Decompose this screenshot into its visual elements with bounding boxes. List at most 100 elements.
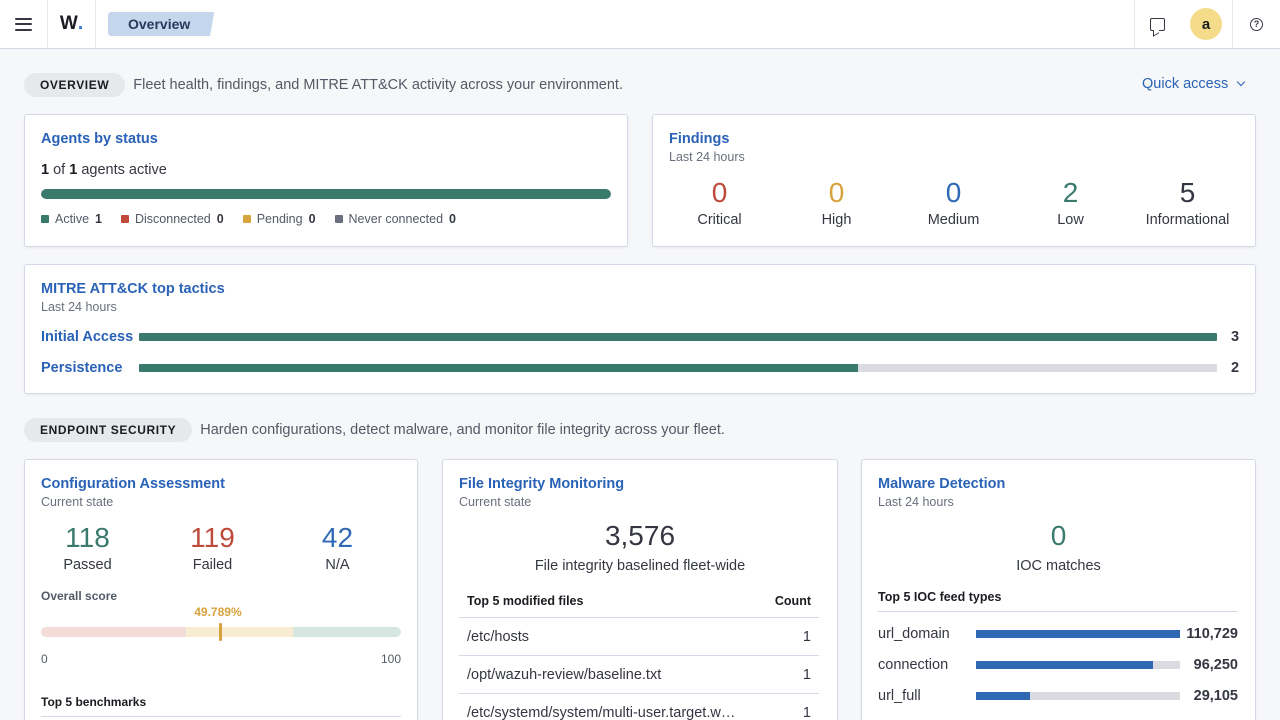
findings-panel: Findings Last 24 hours 0 Critical 0 High 0 Me… <box>652 114 1256 247</box>
ioc-feed-name: url_domain <box>878 626 950 642</box>
mitre-tactic-bar <box>138 333 1218 341</box>
ioc-feed-fill <box>976 692 1030 700</box>
legend-label: Active <box>55 212 90 226</box>
top-benchmarks-label: Top 5 benchmarks <box>41 695 147 709</box>
ioc-feed-fill <box>976 630 1180 638</box>
config-subtitle: Current state <box>41 495 114 509</box>
legend-item[interactable]: Pending 0 <box>242 212 316 226</box>
ioc-feed-name: url_full <box>878 688 921 704</box>
logo[interactable]: W. <box>48 0 96 48</box>
ioc-feed-bar <box>976 692 1180 700</box>
fim-panel: File Integrity Monitoring Current state … <box>442 459 838 720</box>
finding-label: Medium <box>927 212 980 228</box>
logo-letter: W <box>59 13 78 34</box>
legend-item[interactable]: Never connected 0 <box>334 212 456 226</box>
table-body: /etc/hosts 1/opt/wazuh-review/baseline.tx… <box>459 618 819 720</box>
legend-label: Disconnected <box>135 212 211 226</box>
finding-informational[interactable]: 5 Informational <box>1129 176 1246 228</box>
score-axis-min: 0 <box>41 652 48 666</box>
column-header-file: Top 5 modified files <box>467 593 584 608</box>
malware-title[interactable]: Malware Detection <box>878 476 1006 492</box>
ioc-feed-value: 29,105 <box>1193 688 1238 704</box>
finding-high[interactable]: 0 High <box>778 176 895 228</box>
finding-count: 5 <box>1179 177 1196 208</box>
fim-title[interactable]: File Integrity Monitoring <box>459 476 625 492</box>
config-title[interactable]: Configuration Assessment <box>41 476 225 492</box>
finding-medium[interactable]: 0 Medium <box>895 176 1012 228</box>
ioc-feed-row: url_full 29,105 <box>878 687 1238 705</box>
ioc-feed-row: connection 96,250 <box>878 656 1238 674</box>
mitre-subtitle: Last 24 hours <box>41 300 117 314</box>
section-description: Harden configurations, detect malware, a… <box>200 422 725 438</box>
ioc-feed-bar <box>976 630 1180 638</box>
agents-active-count: 1 <box>41 162 50 178</box>
mitre-tactic-link[interactable]: Persistence <box>41 360 123 376</box>
finding-count: 0 <box>711 177 728 208</box>
table-row[interactable]: /opt/wazuh-review/baseline.txt 1 <box>459 656 819 694</box>
section-badge: ENDPOINT SECURITY <box>24 418 193 442</box>
config-stat-passed[interactable]: 118 Passed <box>25 521 150 573</box>
mitre-tactic-fill <box>138 364 858 372</box>
agents-suffix-text: agents active <box>77 162 167 178</box>
config-stat-label: N/A <box>325 557 350 573</box>
overall-score-label: Overall score <box>41 589 118 603</box>
chevron-down-icon <box>1236 77 1246 87</box>
finding-count: 2 <box>1062 177 1079 208</box>
legend-item[interactable]: Disconnected 0 <box>121 212 224 226</box>
modified-files-table: Top 5 modified files Count /etc/hosts 1/o… <box>459 584 819 720</box>
mitre-tactic-row: Initial Access 3 <box>41 328 1239 346</box>
config-stat-na[interactable]: 42 N/A <box>275 521 400 573</box>
fim-total-block: 3,576 File integrity baselined fleet-wid… <box>443 520 837 574</box>
finding-count: 0 <box>828 177 845 208</box>
agents-of-text: of <box>49 162 70 178</box>
config-assessment-panel: Configuration Assessment Current state 1… <box>24 459 418 720</box>
logo-dot: . <box>77 13 84 34</box>
mitre-tactic-fill <box>138 333 1218 341</box>
mitre-tactic-count: 2 <box>1230 360 1240 376</box>
quick-access-button[interactable]: Quick access <box>1142 76 1246 92</box>
config-stat-value: 118 <box>65 522 110 553</box>
fim-total: 3,576 <box>604 520 676 551</box>
overall-score-marker <box>218 623 222 641</box>
overall-score-bar <box>41 627 401 637</box>
help-button[interactable]: ? <box>1232 0 1280 48</box>
file-path: /etc/hosts <box>467 628 530 645</box>
endpoint-section-heading: ENDPOINT SECURITY Harden configurations,… <box>24 418 725 442</box>
file-path: /opt/wazuh-review/baseline.txt <box>467 666 662 683</box>
score-axis-max: 100 <box>381 652 402 666</box>
mitre-tactic-bar <box>138 364 1218 372</box>
overview-section-heading: OVERVIEW Fleet health, findings, and MIT… <box>24 73 623 97</box>
file-count: 1 <box>802 628 811 645</box>
mitre-tactic-link[interactable]: Initial Access <box>41 329 134 345</box>
table-header: Top 5 modified files Count <box>459 584 819 618</box>
table-row[interactable]: /etc/systemd/system/multi-user.target.wa… <box>459 694 819 720</box>
agents-title[interactable]: Agents by status <box>41 131 158 147</box>
finding-critical[interactable]: 0 Critical <box>661 176 778 228</box>
ioc-matches-label: IOC matches <box>1016 558 1101 574</box>
user-menu-button[interactable]: a <box>1180 0 1232 48</box>
feedback-button[interactable] <box>1134 0 1180 48</box>
mitre-panel: MITRE ATT&CK top tactics Last 24 hours I… <box>24 264 1256 394</box>
ioc-feed-bar <box>976 661 1180 669</box>
ioc-feed-name: connection <box>878 657 949 673</box>
legend-item[interactable]: Active 1 <box>41 212 102 226</box>
malware-subtitle: Last 24 hours <box>878 495 954 509</box>
legend-count: 0 <box>449 212 456 226</box>
chat-icon <box>1150 17 1165 31</box>
legend-label: Pending <box>256 212 303 226</box>
findings-title[interactable]: Findings <box>669 131 730 147</box>
table-row[interactable]: /etc/hosts 1 <box>459 618 819 656</box>
help-icon: ? <box>1250 17 1263 31</box>
fim-subtitle: Current state <box>459 495 532 509</box>
ioc-feed-header: Top 5 IOC feed types <box>878 590 1238 612</box>
breadcrumb-overview[interactable]: Overview <box>108 12 215 36</box>
top-header: W. Overview a ? <box>0 0 1280 49</box>
menu-button[interactable] <box>0 0 48 48</box>
finding-low[interactable]: 2 Low <box>1012 176 1129 228</box>
mitre-title[interactable]: MITRE ATT&CK top tactics <box>41 281 225 297</box>
legend-swatch <box>41 215 49 223</box>
file-count: 1 <box>802 666 811 683</box>
config-stats: 118 Passed 119 Failed 42 N/A <box>25 521 400 573</box>
section-description: Fleet health, findings, and MITRE ATT&CK… <box>133 77 623 93</box>
config-stat-failed[interactable]: 119 Failed <box>150 521 275 573</box>
